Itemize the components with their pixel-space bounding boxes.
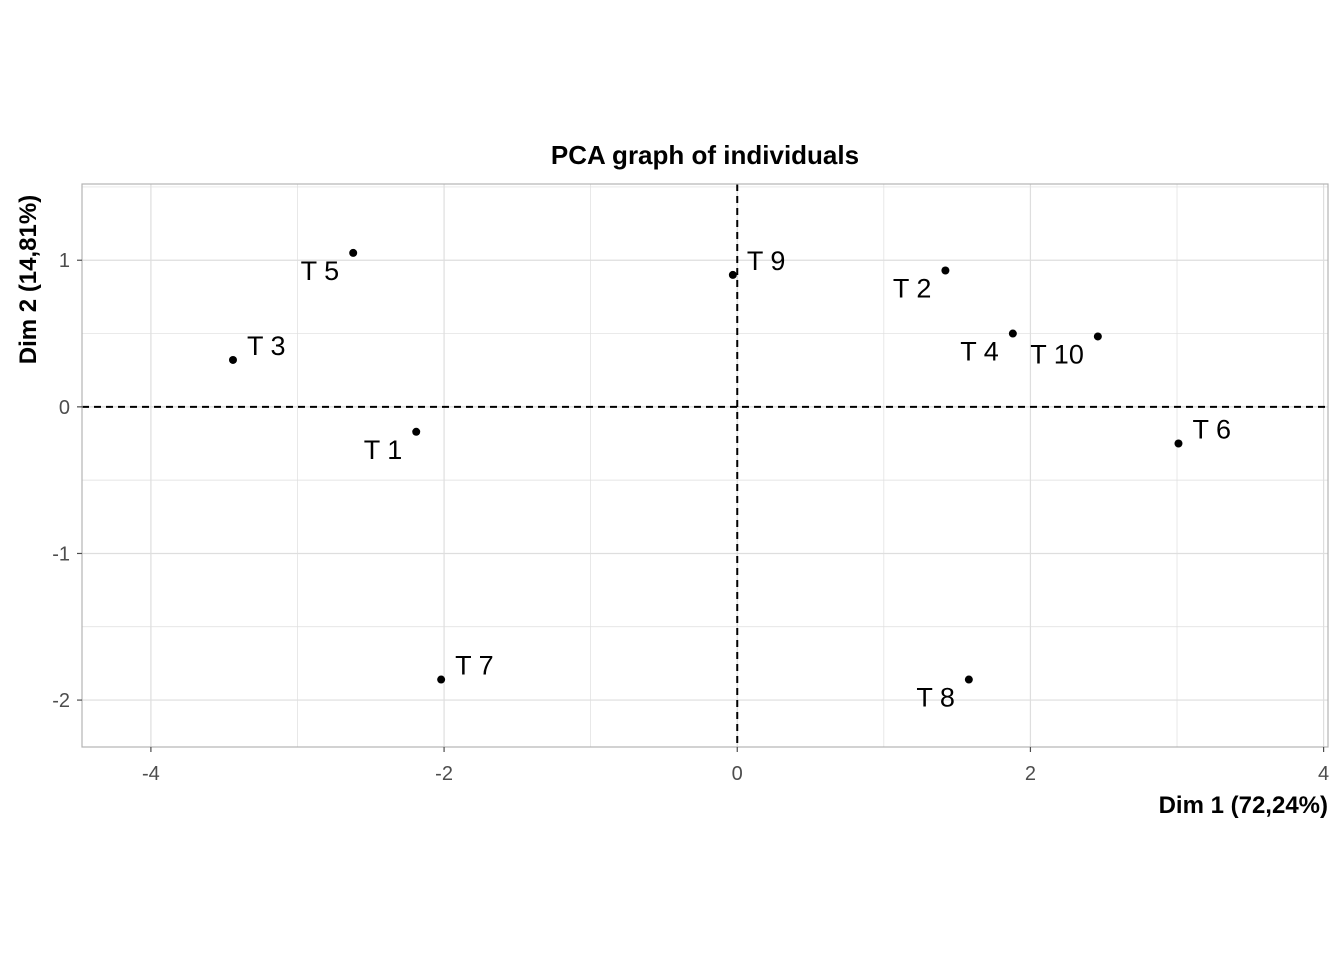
data-points: T 1 T 2 T 3 T 4 T 5 T 6 T 7 T 8 T 9 T 10	[228, 246, 1231, 713]
data-point-label: T 4	[960, 337, 999, 367]
x-tick-label: 2	[1025, 763, 1036, 785]
data-point	[1174, 439, 1183, 448]
y-tick-label: -1	[52, 543, 70, 565]
data-point-label: T 5	[301, 256, 340, 286]
data-point-group: T 7	[437, 651, 494, 684]
chart-title: PCA graph of individuals	[551, 140, 859, 170]
data-point-group: T 1	[364, 427, 421, 465]
y-tick-label: -2	[52, 690, 70, 712]
x-tick-label: -2	[435, 763, 453, 785]
data-point-label: T 2	[893, 274, 932, 304]
axis-ticks: -4 -2 0 2 4 -2 -1 0 1	[52, 250, 1329, 785]
data-point-group: T 9	[728, 246, 786, 279]
data-point-group: T 10	[1030, 332, 1102, 369]
x-tick-label: -4	[142, 763, 160, 785]
data-point-label: T 6	[1192, 415, 1231, 445]
grid-lines	[82, 184, 1328, 747]
data-point	[412, 427, 421, 436]
y-axis-title: Dim 2 (14,81%)	[15, 195, 42, 364]
x-tick-label: 0	[732, 763, 743, 785]
data-point-label: T 9	[747, 246, 786, 276]
data-point	[964, 675, 973, 684]
data-point-group: T 5	[301, 248, 358, 286]
data-point	[1093, 332, 1102, 341]
x-tick-label: 4	[1318, 763, 1329, 785]
reference-lines	[82, 184, 1328, 747]
data-point-group: T 3	[228, 331, 286, 364]
data-point-label: T 7	[455, 651, 494, 681]
y-tick-label: 0	[59, 397, 70, 419]
data-point-group: T 4	[960, 329, 1017, 367]
data-point	[941, 266, 950, 275]
x-axis-title: Dim 1 (72,24%)	[1159, 792, 1328, 819]
data-point	[228, 355, 237, 364]
data-point	[728, 270, 737, 279]
data-point-group: T 2	[893, 266, 950, 304]
data-point	[1008, 329, 1017, 338]
data-point-group: T 6	[1174, 415, 1231, 448]
data-point	[437, 675, 446, 684]
data-point-label: T 3	[247, 331, 286, 361]
data-point-label: T 8	[916, 683, 955, 713]
y-tick-label: 1	[59, 250, 70, 272]
panel-border	[81, 183, 1329, 748]
data-point-label: T 1	[364, 435, 403, 465]
data-point-group: T 8	[916, 675, 973, 713]
data-point	[349, 248, 358, 257]
data-point-label: T 10	[1030, 339, 1084, 369]
